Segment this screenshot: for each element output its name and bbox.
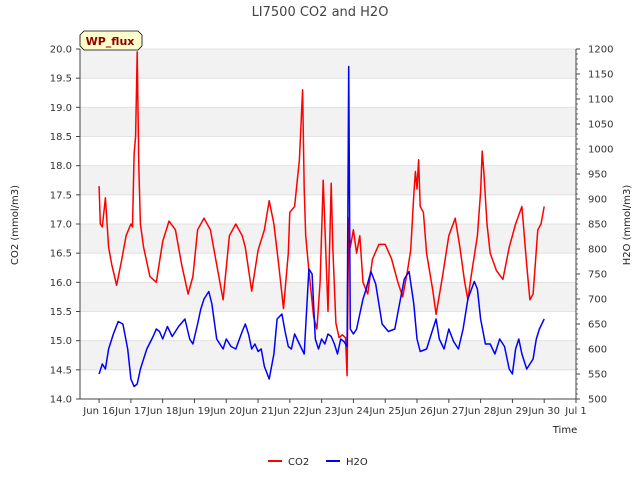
left-axis-ticks: 14.0 14.5 15.0 15.5 16.0 16.5 17.0 17.5 18.0 18.5… — [50, 45, 80, 406]
tick-label-x: Jul 1 — [564, 406, 587, 417]
tick-label-right: 700 — [588, 295, 607, 306]
tick-label-right: 500 — [588, 395, 607, 406]
legend-h2o-label: H2O — [346, 457, 368, 468]
tick-label-left: 17.5 — [50, 190, 72, 201]
tick-label-x: Jun 30 — [527, 406, 560, 417]
tick-label-left: 18.0 — [50, 161, 72, 172]
site-badge: WP_flux — [79, 30, 143, 51]
background-band — [80, 49, 576, 79]
tick-label-right: 650 — [588, 320, 607, 331]
tick-label-x: Jun 18 — [146, 406, 179, 417]
tick-label-right: 1200 — [588, 45, 613, 56]
background-band — [80, 107, 576, 137]
tick-label-right: 950 — [588, 170, 607, 181]
tick-label-x: Jun 24 — [337, 406, 370, 417]
x-axis-ticks: Jun 16 Jun 17 Jun 18 Jun 19 Jun 20 Jun 21 Jun … — [82, 399, 587, 417]
tick-label-right: 1000 — [588, 145, 613, 156]
tick-label-x: Jun 21 — [241, 406, 274, 417]
tick-label-x: Jun 27 — [432, 406, 465, 417]
tick-label-right: 900 — [588, 195, 607, 206]
tick-label-x: Jun 19 — [178, 406, 211, 417]
legend: CO2 H2O — [268, 457, 368, 468]
site-badge-box — [79, 30, 143, 51]
tick-label-x: Jun 25 — [368, 406, 401, 417]
tick-label-right: 1150 — [588, 70, 613, 81]
tick-label-left: 15.0 — [50, 336, 72, 347]
chart-title: LI7500 CO2 and H2O — [252, 5, 389, 20]
y-axis-left-label: CO2 (mmol/m3) — [10, 185, 21, 265]
series-line-co2 — [98, 51, 545, 377]
right-axis-ticks: 500 550 600 650 700 750 800 850 900 950 1000 1050 11… — [576, 45, 613, 406]
tick-label-left: 19.5 — [50, 74, 72, 85]
site-badge-label: WP_flux — [86, 35, 135, 48]
tick-label-left: 20.0 — [50, 45, 72, 56]
background-band — [80, 340, 576, 370]
background-bands — [80, 49, 576, 370]
tick-label-right: 800 — [588, 245, 607, 256]
tick-label-left: 14.5 — [50, 365, 72, 376]
tick-label-right: 1050 — [588, 120, 613, 131]
tick-label-x: Jun 16 — [82, 406, 115, 417]
tick-label-left: 14.0 — [50, 395, 72, 406]
tick-label-left: 16.0 — [50, 278, 72, 289]
series-line-h2o — [98, 65, 545, 388]
tick-label-left: 19.0 — [50, 103, 72, 114]
tick-label-right: 750 — [588, 270, 607, 281]
tick-label-x: Jun 20 — [209, 406, 242, 417]
tick-label-left: 17.0 — [50, 220, 72, 231]
tick-label-right: 1100 — [588, 95, 613, 106]
tick-label-x: Jun 28 — [464, 406, 497, 417]
tick-label-x: Jun 22 — [273, 406, 306, 417]
tick-label-left: 16.5 — [50, 249, 72, 260]
tick-label-x: Jun 26 — [400, 406, 433, 417]
tick-label-x: Jun 23 — [305, 406, 338, 417]
tick-label-left: 18.5 — [50, 132, 72, 143]
tick-label-right: 850 — [588, 220, 607, 231]
tick-label-right: 550 — [588, 370, 607, 381]
legend-co2-label: CO2 — [288, 457, 309, 468]
tick-label-right: 600 — [588, 345, 607, 356]
series-layer — [98, 51, 545, 388]
tick-label-x: Jun 29 — [496, 406, 529, 417]
tick-label-left: 15.5 — [50, 307, 72, 318]
background-band — [80, 224, 576, 254]
x-axis-label: Time — [552, 425, 577, 436]
background-band — [80, 165, 576, 195]
tick-label-x: Jun 17 — [114, 406, 147, 417]
y-axis-right-label: H2O (mmol/m3) — [622, 185, 633, 266]
